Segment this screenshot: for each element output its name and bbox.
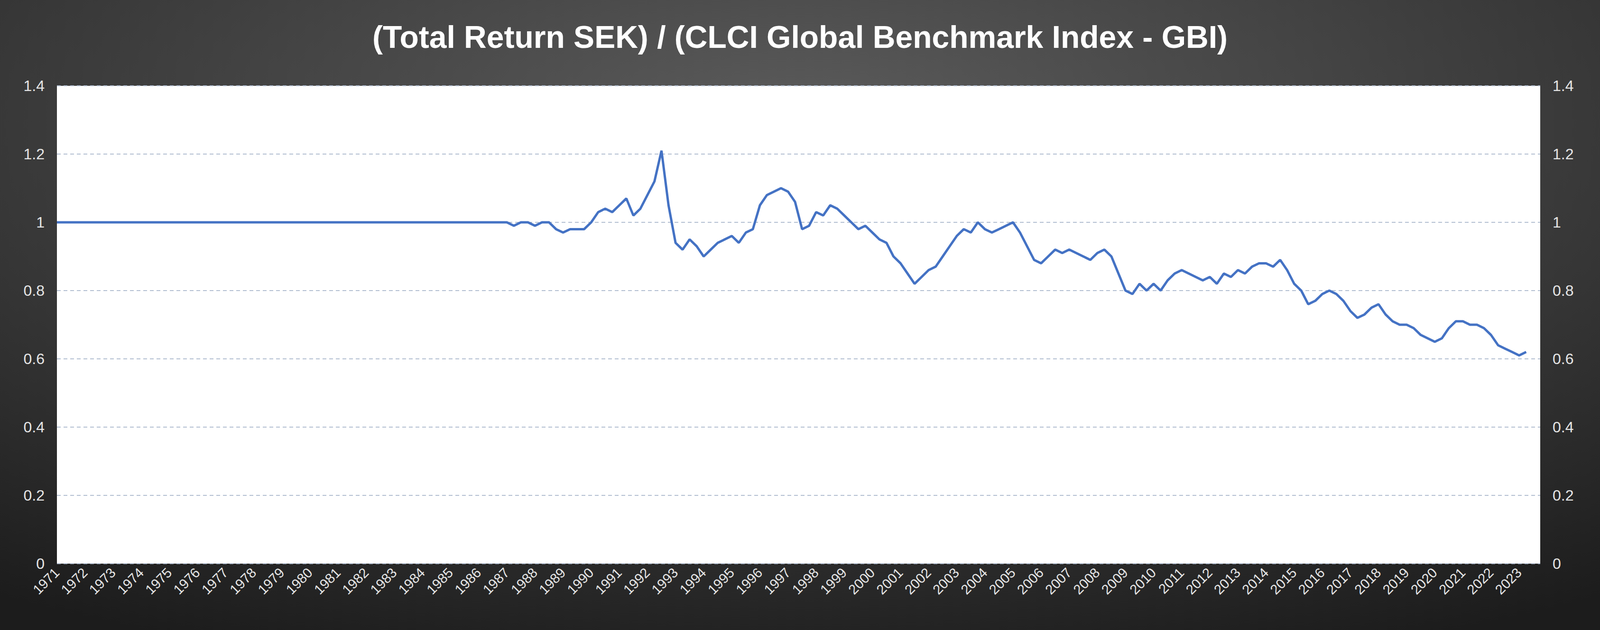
svg-text:0.6: 0.6 [1552, 350, 1574, 368]
svg-text:2014: 2014 [1239, 565, 1272, 598]
svg-text:0.4: 0.4 [1552, 418, 1574, 436]
svg-text:2016: 2016 [1295, 565, 1328, 598]
svg-text:1987: 1987 [480, 565, 513, 598]
svg-text:1972: 1972 [57, 565, 91, 598]
svg-text:1984: 1984 [395, 565, 428, 598]
svg-text:0.2: 0.2 [23, 487, 45, 505]
svg-text:2005: 2005 [986, 565, 1019, 598]
svg-text:1971: 1971 [29, 565, 63, 598]
svg-text:1985: 1985 [423, 565, 456, 598]
svg-text:1982: 1982 [339, 565, 372, 598]
svg-text:0.6: 0.6 [23, 350, 45, 368]
svg-text:1.2: 1.2 [1552, 145, 1574, 163]
svg-text:1976: 1976 [170, 565, 203, 598]
svg-text:2012: 2012 [1183, 565, 1216, 598]
svg-text:1974: 1974 [114, 565, 147, 598]
svg-text:2002: 2002 [901, 565, 935, 598]
svg-text:1: 1 [36, 213, 45, 232]
svg-text:1977: 1977 [198, 565, 232, 598]
svg-text:0: 0 [36, 555, 45, 573]
svg-text:2007: 2007 [1042, 565, 1075, 598]
svg-text:1994: 1994 [676, 565, 710, 598]
svg-text:2018: 2018 [1351, 565, 1384, 598]
svg-text:1986: 1986 [451, 565, 484, 598]
svg-text:2008: 2008 [1070, 565, 1103, 598]
svg-text:1991: 1991 [592, 565, 625, 598]
svg-text:2000: 2000 [845, 565, 878, 598]
svg-text:1989: 1989 [536, 565, 569, 598]
svg-text:1978: 1978 [226, 565, 259, 598]
svg-text:2020: 2020 [1407, 565, 1441, 598]
svg-text:0.4: 0.4 [23, 418, 45, 436]
svg-text:1990: 1990 [564, 565, 597, 598]
svg-text:0.8: 0.8 [1552, 282, 1574, 300]
svg-text:1999: 1999 [817, 565, 850, 598]
svg-text:2015: 2015 [1267, 565, 1300, 598]
svg-text:2023: 2023 [1492, 565, 1525, 598]
svg-text:1995: 1995 [704, 565, 738, 598]
svg-text:1975: 1975 [142, 565, 175, 598]
svg-text:2017: 2017 [1323, 565, 1356, 598]
svg-text:1992: 1992 [620, 565, 653, 598]
svg-text:2003: 2003 [929, 565, 962, 598]
svg-text:1981: 1981 [311, 565, 344, 598]
svg-text:0: 0 [1552, 555, 1562, 573]
svg-text:1.2: 1.2 [23, 145, 45, 163]
svg-text:1980: 1980 [283, 565, 316, 598]
svg-text:1996: 1996 [732, 565, 766, 598]
svg-text:2009: 2009 [1098, 565, 1131, 598]
svg-text:1998: 1998 [789, 565, 822, 598]
svg-text:2006: 2006 [1014, 565, 1047, 598]
svg-text:2019: 2019 [1379, 565, 1413, 598]
svg-text:2011: 2011 [1155, 565, 1188, 598]
svg-text:1973: 1973 [86, 565, 119, 598]
svg-text:1979: 1979 [254, 565, 287, 598]
svg-text:1: 1 [1552, 213, 1562, 232]
svg-text:2013: 2013 [1211, 565, 1244, 598]
svg-text:1.4: 1.4 [23, 77, 45, 95]
svg-text:2010: 2010 [1126, 565, 1159, 598]
svg-text:(Total Return SEK) / (CLCI Glo: (Total Return SEK) / (CLCI Global Benchm… [372, 19, 1228, 55]
svg-text:1983: 1983 [367, 565, 400, 598]
svg-text:2022: 2022 [1463, 565, 1497, 598]
svg-text:2001: 2001 [873, 565, 906, 598]
svg-text:1.4: 1.4 [1552, 77, 1574, 95]
svg-text:1988: 1988 [508, 565, 541, 598]
svg-text:1993: 1993 [648, 565, 681, 598]
svg-text:0.8: 0.8 [23, 282, 45, 300]
svg-text:1997: 1997 [760, 565, 794, 598]
svg-text:0.2: 0.2 [1552, 487, 1574, 505]
svg-text:2004: 2004 [957, 565, 990, 598]
svg-text:2021: 2021 [1435, 565, 1469, 598]
